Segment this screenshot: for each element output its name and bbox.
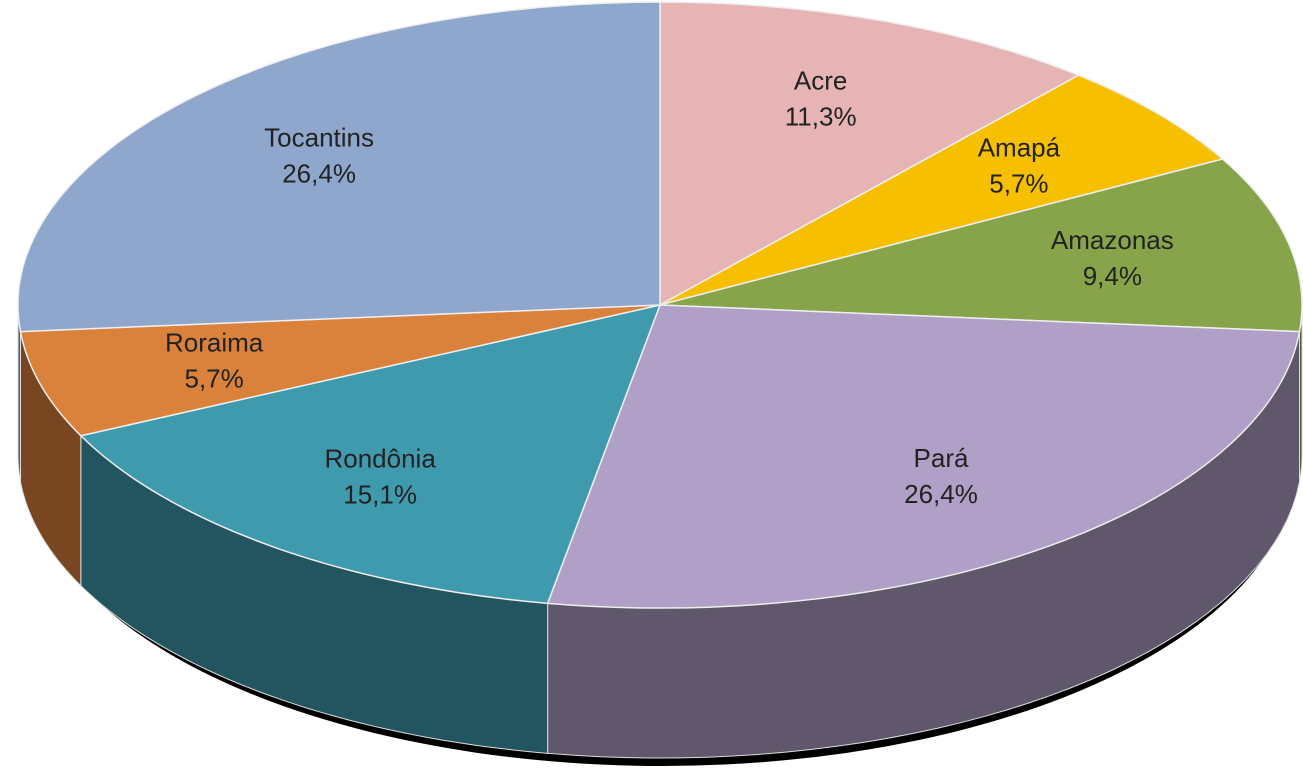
value-label: 26,4%	[904, 479, 978, 509]
slice-label: Amapá	[978, 132, 1061, 162]
slice-label: Acre	[794, 65, 847, 95]
value-label: 15,1%	[343, 480, 417, 510]
value-label: 26,4%	[282, 159, 356, 189]
slice-label: Amazonas	[1051, 225, 1174, 255]
slice-label: Pará	[914, 443, 969, 473]
value-label: 9,4%	[1083, 261, 1142, 291]
slice	[659, 158, 1303, 333]
slice	[19, 304, 661, 437]
value-label: 5,7%	[185, 363, 244, 393]
slice	[17, 1, 661, 333]
value-label: 5,7%	[989, 168, 1048, 198]
slice-label: Roraima	[165, 327, 264, 357]
slice	[659, 74, 1225, 306]
slice-label: Tocantins	[264, 123, 374, 153]
slice	[659, 1, 1081, 307]
slice	[546, 304, 1301, 609]
slice	[79, 303, 662, 605]
value-label: 11,3%	[785, 101, 857, 131]
slice-label: Rondônia	[324, 444, 436, 474]
